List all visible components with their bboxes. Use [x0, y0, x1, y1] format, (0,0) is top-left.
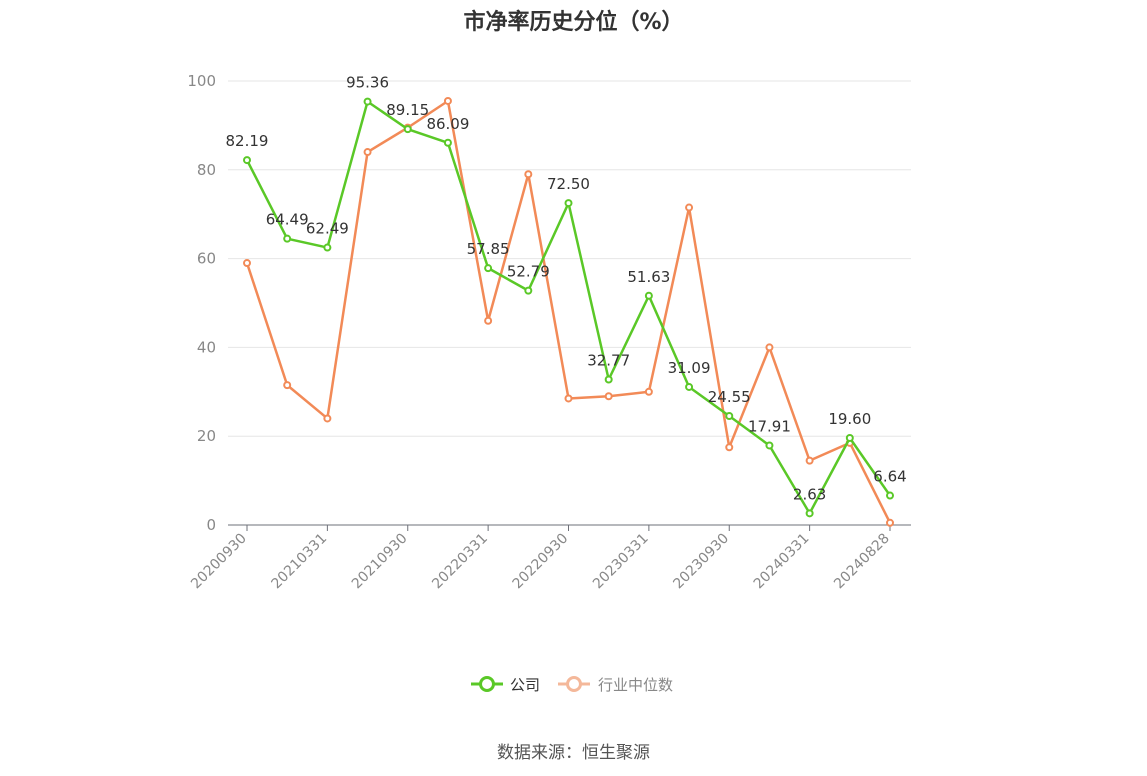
- series-line-industry: [245, 99, 892, 524]
- data-point-industry: [886, 518, 894, 527]
- data-point-company: [765, 441, 774, 450]
- data-point-company: [524, 286, 533, 295]
- data-label: 82.19: [226, 132, 269, 150]
- data-point-company: [403, 125, 412, 134]
- source-note: 数据来源：恒生聚源: [497, 743, 650, 763]
- data-point-company: [243, 156, 251, 165]
- grid-lines: [228, 80, 911, 437]
- x-tick-label: 20200930: [188, 531, 250, 593]
- data-label: 62.49: [306, 220, 349, 238]
- chart-title: 市净率历史分位（%）: [463, 10, 684, 35]
- data-point-company: [886, 491, 894, 500]
- y-tick-label: 80: [197, 161, 216, 179]
- data-point-company: [805, 509, 814, 518]
- data-label: 24.55: [708, 388, 751, 406]
- data-point-industry: [644, 387, 653, 396]
- data-point-industry: [805, 456, 814, 465]
- data-label: 32.77: [587, 352, 630, 370]
- y-tick-label: 100: [187, 72, 216, 90]
- data-label: 2.63: [793, 485, 826, 503]
- y-tick-label: 60: [197, 250, 216, 268]
- data-point-industry: [524, 170, 533, 179]
- legend-item-industry[interactable]: 行业中位数: [558, 676, 673, 694]
- data-point-industry: [564, 394, 573, 403]
- series-layer: [243, 96, 894, 527]
- legend-company-label: 公司: [510, 676, 540, 694]
- data-point-industry: [363, 148, 372, 157]
- data-label: 17.91: [748, 417, 791, 435]
- data-point-company: [845, 433, 854, 442]
- data-point-company: [323, 243, 332, 252]
- data-point-company: [443, 138, 452, 147]
- data-point-company: [604, 375, 613, 384]
- legend-company-marker: [479, 676, 495, 692]
- data-point-industry: [484, 316, 493, 325]
- data-point-industry: [765, 343, 774, 352]
- data-label: 89.15: [386, 101, 429, 119]
- y-tick-label: 40: [197, 338, 216, 356]
- legend: 公司 行业中位数: [471, 676, 673, 694]
- data-point-company: [564, 199, 573, 208]
- x-tick-label: 20230930: [670, 531, 732, 593]
- data-point-company: [685, 382, 694, 391]
- data-point-industry: [725, 443, 734, 452]
- legend-industry-label: 行业中位数: [598, 676, 673, 694]
- legend-industry-marker: [566, 676, 582, 692]
- data-point-industry: [323, 414, 332, 423]
- data-label: 95.36: [346, 74, 389, 92]
- data-label: 64.49: [266, 211, 309, 229]
- x-tick-label: 20240331: [751, 531, 813, 593]
- x-tick-label: 20220331: [429, 531, 491, 593]
- data-label: 52.79: [507, 263, 550, 281]
- y-tick-label: 20: [197, 427, 216, 445]
- data-label: 86.09: [426, 115, 469, 133]
- x-tick-label: 20240828: [831, 531, 893, 593]
- data-point-industry: [443, 96, 452, 105]
- x-tick-label: 20210930: [349, 531, 411, 593]
- x-tick-label: 20220930: [510, 531, 572, 593]
- data-label: 31.09: [668, 359, 711, 377]
- data-point-industry: [604, 392, 613, 401]
- data-point-company: [725, 411, 734, 420]
- y-tick-label: 0: [206, 516, 216, 534]
- x-tick-label: 20210331: [268, 531, 330, 593]
- data-point-company: [644, 291, 653, 300]
- data-point-company: [283, 234, 292, 243]
- data-point-industry: [283, 381, 292, 390]
- data-point-industry: [685, 203, 694, 212]
- data-point-company: [363, 97, 372, 106]
- data-label: 19.60: [828, 410, 871, 428]
- x-tick-label: 20230331: [590, 531, 652, 593]
- data-label: 6.64: [873, 468, 906, 486]
- axes: 0 20 40 60 80 100 20200930 20210331 20210930 2022…: [187, 72, 911, 592]
- data-point-company: [484, 264, 493, 273]
- data-point-industry: [243, 259, 251, 268]
- data-label: 51.63: [627, 268, 670, 286]
- data-label: 57.85: [467, 240, 510, 258]
- legend-item-company[interactable]: 公司: [471, 676, 540, 694]
- data-label: 72.50: [547, 175, 590, 193]
